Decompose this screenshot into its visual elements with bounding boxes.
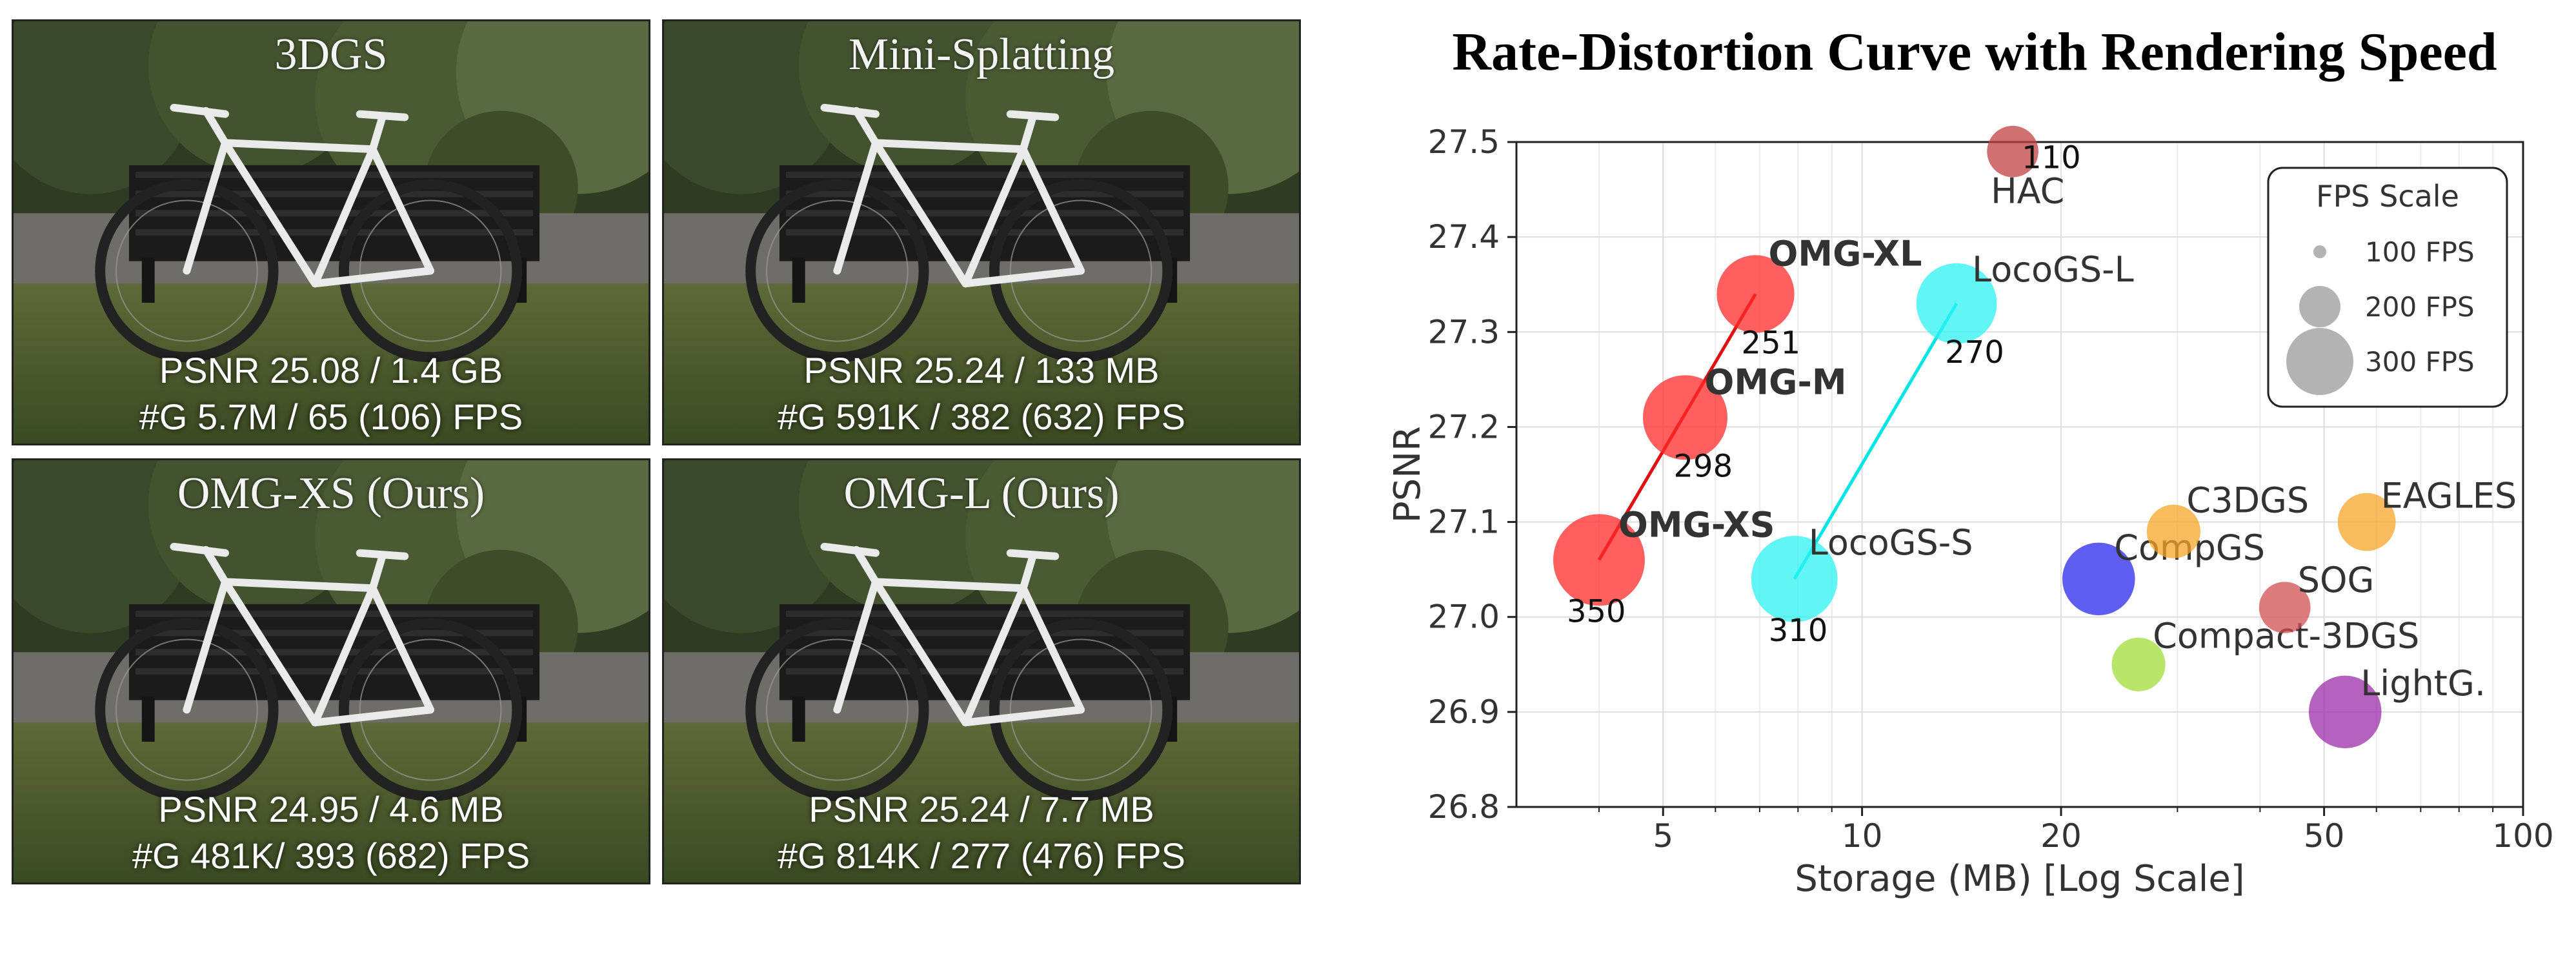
panel-gaussians-fps: #G 5.7M / 65 (106) FPS xyxy=(139,396,523,437)
y-axis-label: PSNR xyxy=(1387,426,1429,523)
panel-psnr-storage: PSNR 25.24 / 133 MB xyxy=(803,350,1160,391)
data-point-marker xyxy=(2259,582,2311,633)
y-tick-label: 27.2 xyxy=(1428,408,1500,445)
y-tick-label: 26.9 xyxy=(1428,693,1500,731)
y-tick-label: 27.5 xyxy=(1428,123,1500,161)
y-tick-label: 27.4 xyxy=(1428,218,1500,256)
data-point-marker xyxy=(1642,375,1728,460)
y-tick-label: 27.0 xyxy=(1428,598,1500,636)
legend-marker xyxy=(2299,286,2340,327)
legend-label: 300 FPS xyxy=(2365,346,2475,378)
y-tick-label: 26.8 xyxy=(1428,788,1500,826)
legend-marker xyxy=(2286,328,2353,395)
legend-marker xyxy=(2313,245,2326,258)
data-point-label: LocoGS-S xyxy=(1809,522,1973,563)
comparison-panel: Mini-Splatting PSNR 25.24 / 133 MB #G 591K… xyxy=(662,19,1301,445)
comparison-panel: OMG-L (Ours) PSNR 25.24 / 7.7 MB #G 814K /… xyxy=(662,458,1301,884)
data-point-label: C3DGS xyxy=(2186,480,2309,520)
panel-title: OMG-XS (Ours) xyxy=(177,469,485,518)
data-point-marker xyxy=(1716,255,1795,333)
comparison-panel: OMG-XS (Ours) PSNR 24.95 / 4.6 MB #G 481K/… xyxy=(12,458,650,884)
fps-label: 350 xyxy=(1567,593,1626,629)
data-point-label: LightG. xyxy=(2360,663,2486,704)
data-point-marker xyxy=(2308,675,2382,749)
x-tick-label: 50 xyxy=(2304,817,2345,855)
panel-title: OMG-L (Ours) xyxy=(843,469,1120,518)
bicycle-scene-image xyxy=(664,21,1299,443)
data-point-marker xyxy=(2146,504,2200,558)
y-tick-label: 27.1 xyxy=(1428,504,1500,541)
data-point-marker xyxy=(1987,125,2038,178)
data-point-label: OMG-XL xyxy=(1769,233,1922,274)
y-tick-label: 27.3 xyxy=(1428,313,1500,351)
data-point-label: SOG xyxy=(2298,560,2375,600)
fps-label: 298 xyxy=(1673,449,1733,485)
fps-label: 110 xyxy=(2022,140,2081,176)
data-point-marker xyxy=(2337,493,2396,551)
data-point-marker xyxy=(1916,263,1997,344)
x-axis-label: Storage (MB) [Log Scale] xyxy=(1795,858,2244,900)
panel-title: Mini-Splatting xyxy=(848,30,1115,79)
legend-title: FPS Scale xyxy=(2316,179,2459,214)
panel-psnr-storage: PSNR 24.95 / 4.6 MB xyxy=(158,789,504,830)
x-tick-label: 100 xyxy=(2492,817,2553,855)
x-tick-label: 10 xyxy=(1842,817,1883,855)
data-point-marker xyxy=(1751,536,1838,622)
panel-gaussians-fps: #G 814K / 277 (476) FPS xyxy=(778,835,1185,876)
panel-gaussians-fps: #G 591K / 382 (632) FPS xyxy=(778,396,1185,437)
panel-gaussians-fps: #G 481K/ 393 (682) FPS xyxy=(132,835,530,876)
data-point-label: LocoGS-L xyxy=(1972,249,2134,290)
comparison-grid: 3DGS PSNR 25.08 / 1.4 GB #G 5.7M / 65 (106… xyxy=(12,19,1301,884)
bicycle-scene-image xyxy=(14,21,649,443)
rate-distortion-chart: 5 10 20 50 100 26.8 26.9 27.0 27.1 27.2 27.3 27.4 27… xyxy=(1387,123,2554,900)
data-point-marker xyxy=(2062,542,2135,616)
series-line xyxy=(1793,302,1958,580)
x-tick-label: 5 xyxy=(1653,817,1673,855)
data-point-marker xyxy=(2111,637,2166,691)
panel-psnr-storage: PSNR 25.24 / 7.7 MB xyxy=(809,789,1154,830)
chart-title: Rate-Distortion Curve with Rendering Spe… xyxy=(1452,22,2497,82)
x-tick-label: 20 xyxy=(2040,817,2082,855)
comparison-panel: 3DGS PSNR 25.08 / 1.4 GB #G 5.7M / 65 (106… xyxy=(12,19,650,445)
legend-label: 100 FPS xyxy=(2365,236,2475,268)
data-point-label: OMG-M xyxy=(1704,362,1846,403)
fps-label: 251 xyxy=(1742,325,1801,361)
bicycle-scene-image xyxy=(14,460,649,882)
fps-label: 270 xyxy=(1945,334,2004,371)
panel-psnr-storage: PSNR 25.08 / 1.4 GB xyxy=(159,350,503,391)
data-point-label: OMG-XS xyxy=(1618,504,1775,545)
legend-label: 200 FPS xyxy=(2365,291,2475,323)
data-point-label: HAC xyxy=(1991,171,2064,212)
panel-title: 3DGS xyxy=(274,30,388,79)
data-point-marker xyxy=(1553,514,1645,606)
bicycle-scene-image xyxy=(664,460,1299,882)
data-point-label: EAGLES xyxy=(2381,476,2517,516)
fps-label: 310 xyxy=(1769,613,1828,649)
